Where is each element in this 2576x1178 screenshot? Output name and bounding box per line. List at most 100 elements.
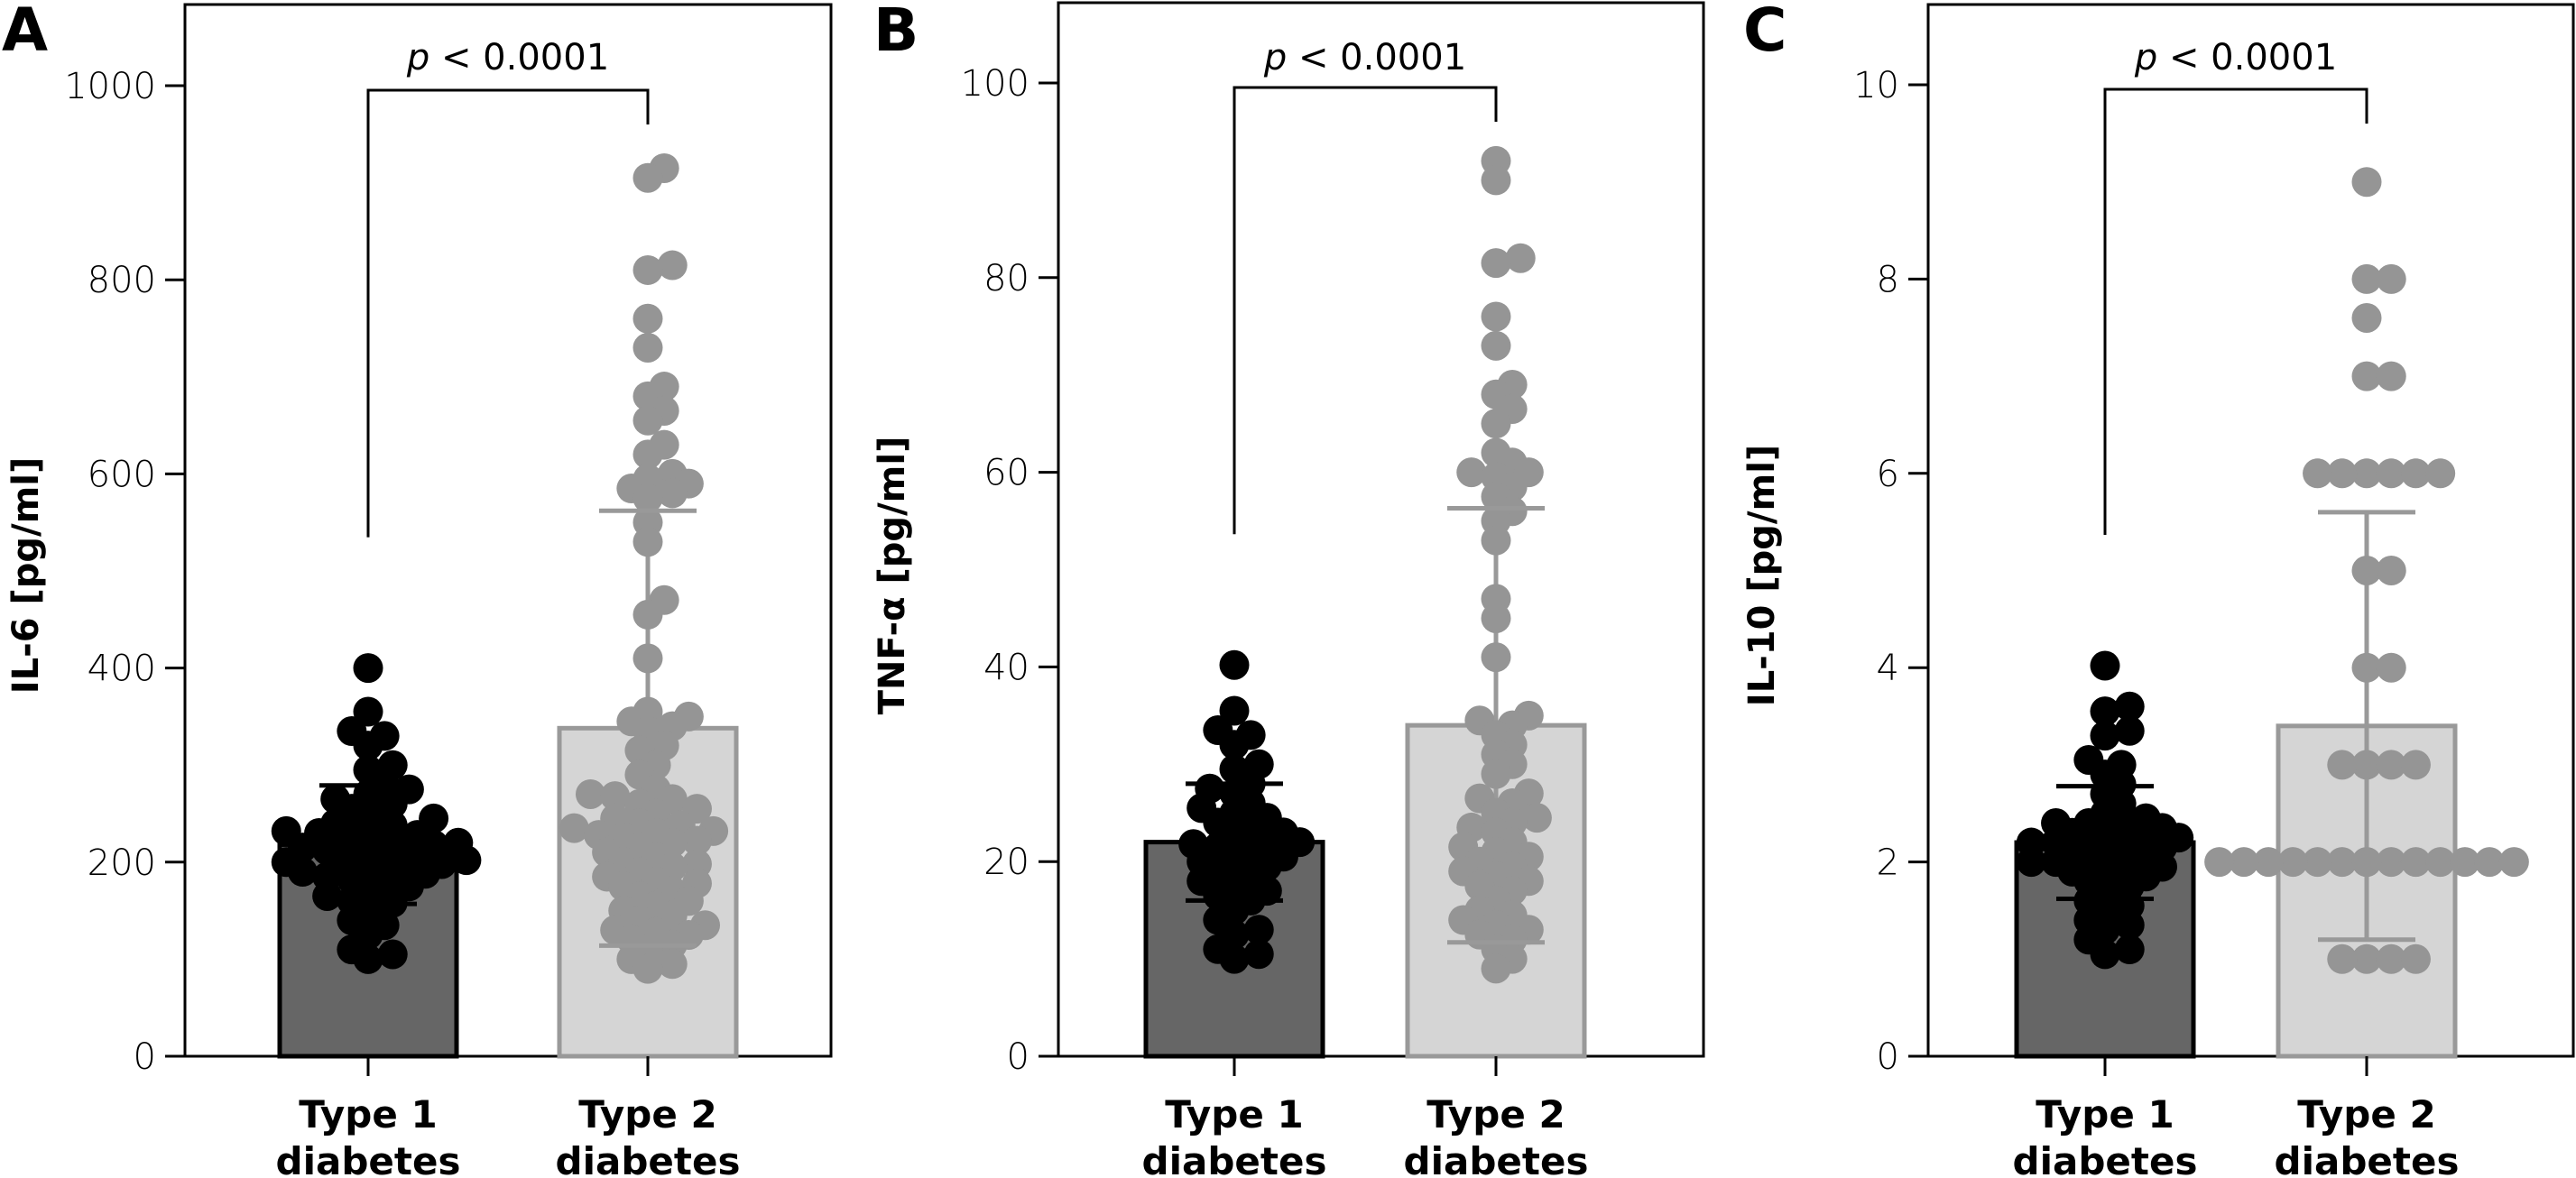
data-point <box>681 825 712 856</box>
data-point <box>1521 803 1552 833</box>
significance-bracket <box>1233 86 1498 535</box>
data-point <box>2016 847 2046 878</box>
data-point <box>632 303 663 334</box>
data-point <box>2425 847 2456 878</box>
y-tick-label: 80 <box>983 258 1029 299</box>
data-point <box>2376 847 2406 878</box>
significance-bracket <box>2103 87 2368 536</box>
data-point <box>632 254 663 285</box>
data-point <box>1219 730 1250 760</box>
data-point <box>2114 910 2145 941</box>
data-point <box>2400 458 2431 489</box>
data-point <box>2351 302 2382 333</box>
data-point <box>1481 330 1511 361</box>
data-point <box>632 333 663 364</box>
data-point <box>2351 167 2382 198</box>
data-point <box>632 405 663 436</box>
data-point <box>2376 652 2406 683</box>
data-point <box>2090 939 2120 970</box>
data-point <box>1481 301 1511 332</box>
x-tick-label: Type 1 <box>1165 1092 1303 1137</box>
data-point <box>2327 943 2358 974</box>
y-tick-label: 2 <box>1877 842 1899 884</box>
significance-bracket <box>366 88 650 538</box>
y-tick-label: 100 <box>961 63 1029 105</box>
data-point <box>2253 847 2284 878</box>
data-point <box>2425 458 2456 489</box>
data-point <box>632 483 663 513</box>
data-point <box>2400 750 2431 780</box>
y-axis-label: IL-10 [pg/ml] <box>1741 445 1783 706</box>
data-point <box>1481 603 1511 633</box>
data-point <box>1481 409 1511 439</box>
y-tick-label: 200 <box>88 842 156 884</box>
data-point <box>1481 759 1511 789</box>
data-point <box>657 250 688 281</box>
data-point <box>2351 750 2382 780</box>
x-tick-label: diabetes <box>556 1139 741 1178</box>
data-point <box>632 953 663 984</box>
data-point <box>2114 934 2145 965</box>
y-tick-label: 20 <box>983 842 1029 883</box>
p-value-annotation: p < 0.0001 <box>2134 37 2337 78</box>
data-point <box>2114 715 2145 746</box>
x-tick-label: diabetes <box>2275 1139 2460 1178</box>
x-tick-label: Type 2 <box>1426 1092 1565 1137</box>
data-point <box>377 939 408 970</box>
data-point <box>2376 458 2406 489</box>
y-tick-label: 60 <box>983 453 1029 494</box>
x-tick-label: Type 2 <box>578 1092 716 1137</box>
y-tick-label: 1000 <box>64 66 156 107</box>
plot-frame <box>1057 1 1705 1058</box>
data-point <box>2376 263 2406 294</box>
y-tick-label: 4 <box>1877 648 1899 689</box>
data-point <box>451 845 482 876</box>
y-tick-label: 0 <box>1877 1036 1899 1078</box>
data-point <box>559 813 589 843</box>
data-point <box>2376 943 2406 974</box>
data-point <box>632 527 663 557</box>
data-point <box>2327 750 2358 780</box>
data-point <box>2498 847 2529 878</box>
plot-frame <box>1926 3 2575 1058</box>
data-point <box>657 949 688 980</box>
data-point <box>2351 263 2382 294</box>
y-tick-label: 8 <box>1877 259 1899 300</box>
data-point <box>2351 556 2382 585</box>
data-point <box>2229 847 2259 878</box>
plot-frame <box>183 3 833 1058</box>
data-point <box>353 731 383 761</box>
y-tick-label: 0 <box>1007 1036 1029 1078</box>
data-point <box>2400 847 2431 878</box>
data-point <box>2351 652 2382 683</box>
data-point <box>353 653 383 684</box>
data-point <box>2090 721 2120 751</box>
data-point <box>287 857 318 888</box>
p-symbol: p <box>406 37 429 78</box>
y-axis-label: TNF-α [pg/ml] <box>872 437 913 715</box>
data-point <box>2351 847 2382 878</box>
x-tick-label: diabetes <box>276 1139 461 1178</box>
x-tick-label: Type 2 <box>2297 1092 2435 1137</box>
p-symbol: p <box>2134 37 2157 78</box>
data-point <box>632 439 663 470</box>
data-point <box>1219 649 1250 680</box>
data-point <box>2327 458 2358 489</box>
data-point <box>2376 556 2406 585</box>
panel-letter: A <box>2 0 48 65</box>
data-point <box>1481 525 1511 556</box>
data-point <box>1456 457 1487 488</box>
data-point <box>2090 696 2120 727</box>
data-point <box>1219 695 1250 726</box>
x-tick-label: diabetes <box>1142 1139 1327 1178</box>
data-point <box>2204 847 2235 878</box>
data-point <box>632 599 663 630</box>
y-tick-label: 400 <box>88 649 156 690</box>
data-point <box>1481 248 1511 279</box>
p-value-text: < 0.0001 <box>2157 37 2337 78</box>
